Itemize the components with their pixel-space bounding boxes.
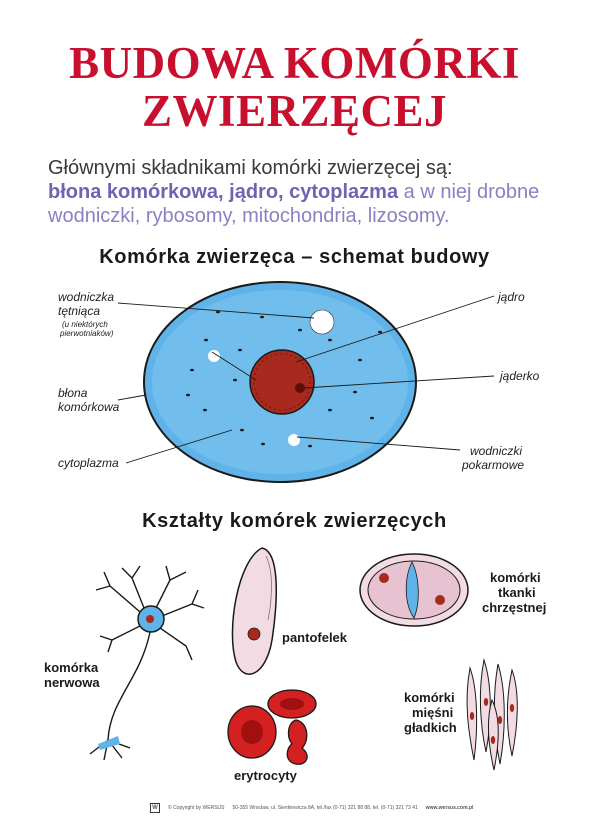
- label-miesnie-1: komórki: [404, 690, 455, 705]
- label-jaderko: jąderko: [500, 369, 540, 383]
- nucleus: [249, 349, 315, 415]
- ribosomes: [186, 310, 382, 448]
- nucleolus: [295, 383, 305, 393]
- neuron-drawing: [89, 565, 205, 761]
- label-pantofelek: pantofelek: [282, 630, 348, 645]
- label-blona-1: błona: [58, 386, 88, 400]
- label-wodniczka-1: wodniczka: [58, 290, 115, 304]
- label-blona-2: komórkowa: [58, 400, 120, 414]
- intro-paragraph: Głównymi składnikami komórki zwierzęcej …: [48, 156, 568, 228]
- footer: W © Copyright by WERSUS 50-355 Wrocław, …: [150, 803, 530, 813]
- label-miesnie-3: gładkich: [404, 720, 457, 735]
- page-title-line2: ZWIERZĘCEJ: [141, 86, 448, 136]
- intro-highlight: błona komórkowa, jądro, cytoplazma: [48, 181, 399, 203]
- cartilage-drawing: [359, 553, 469, 627]
- footer-address: 50-355 Wrocław, ul. Sienkiewicza 8A, tel…: [232, 805, 418, 811]
- intro-line1: Głównymi składnikami komórki zwierzęcej …: [48, 157, 453, 179]
- label-cytoplazma: cytoplazma: [58, 456, 119, 470]
- erythrocytes-drawing: [227, 689, 317, 765]
- footer-url[interactable]: www.wersus.com.pl: [425, 805, 474, 811]
- label-nerwowa-1: komórka: [44, 660, 99, 675]
- label-pokarmowe-1: wodniczki: [470, 444, 523, 458]
- shapes-title: Kształty komórek zwierzęcych: [142, 510, 447, 532]
- paramecium-drawing: [231, 547, 277, 675]
- smooth-muscle-drawing: [466, 658, 518, 771]
- label-pokarmowe-2: pokarmowe: [462, 458, 525, 472]
- label-chrzestna-2: tkanki: [498, 585, 536, 600]
- intro-line3: wodniczki, rybosomy, mitochondria, lizos…: [48, 205, 450, 227]
- nucleus-texture: [253, 353, 311, 411]
- page-title-line1: BUDOWA KOMÓRKI: [69, 38, 520, 88]
- label-nerwowa-2: nerwowa: [44, 675, 100, 690]
- food-vacuole-left: [208, 350, 220, 362]
- label-erytrocyty: erytrocyty: [234, 768, 297, 783]
- label-chrzestna-1: komórki: [490, 570, 541, 585]
- publisher-logo: W: [150, 803, 160, 813]
- label-wodniczka-note-1: (u niektórych: [62, 320, 108, 329]
- label-miesnie-2: mięśni: [412, 705, 454, 720]
- contractile-vacuole: [309, 309, 335, 335]
- intro-line2-rest: a w niej drobne: [398, 181, 540, 203]
- label-wodniczka-note-2: pierwotniaków): [60, 329, 114, 338]
- label-chrzestna-3: chrzęstnej: [482, 600, 547, 615]
- schema-title: Komórka zwierzęca – schemat budowy: [99, 246, 490, 268]
- footer-copyright: © Copyright by WERSUS: [168, 805, 225, 811]
- label-wodniczka-2: tętniąca: [58, 304, 101, 318]
- leader-lines: [117, 295, 495, 464]
- label-jadro: jądro: [498, 290, 525, 304]
